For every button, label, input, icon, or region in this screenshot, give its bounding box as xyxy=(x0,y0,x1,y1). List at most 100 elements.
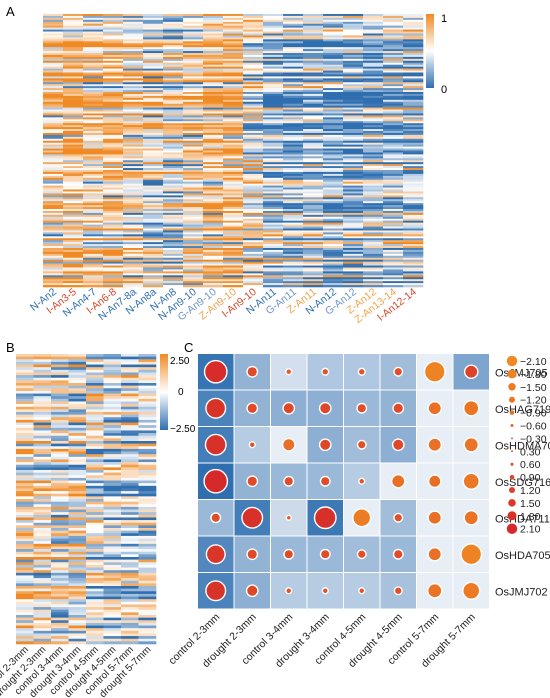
heatmap-a-cell xyxy=(83,41,104,44)
heatmap-a-cell xyxy=(283,121,304,124)
heatmap-a-cell xyxy=(363,109,384,112)
heatmap-b-cell xyxy=(33,472,52,476)
heatmap-a-cell xyxy=(403,14,424,17)
heatmap-a-cell xyxy=(123,88,144,91)
bubble-point xyxy=(427,400,443,416)
heatmap-b-cell xyxy=(16,599,34,603)
heatmap-b-cell xyxy=(51,409,69,413)
heatmap-a-cell xyxy=(243,68,264,71)
heatmap-a-cell xyxy=(103,76,124,79)
heatmap-a-cell xyxy=(343,70,364,73)
heatmap-a-cell xyxy=(183,37,204,40)
heatmap-a-cell xyxy=(143,56,164,60)
heatmap-a-cell xyxy=(303,37,324,40)
heatmap-a-cell xyxy=(243,80,264,83)
heatmap-a-cell xyxy=(203,88,224,91)
heatmap-a-cell xyxy=(283,148,304,151)
heatmap-a-cell xyxy=(243,58,264,62)
heatmap-a-cell xyxy=(163,177,184,181)
heatmap-a-cell xyxy=(383,127,404,130)
heatmap-a-cell xyxy=(103,47,124,50)
heatmap-a-cell xyxy=(303,121,324,124)
heatmap-a-cell xyxy=(363,271,384,274)
heatmap-a-cell xyxy=(183,164,204,167)
heatmap-b-cell xyxy=(51,472,69,476)
colorbar-b-mid: 0 xyxy=(178,387,184,398)
heatmap-a-cell xyxy=(63,74,84,77)
heatmap-a-cell xyxy=(103,43,124,46)
heatmap-b-cell xyxy=(86,570,104,574)
heatmap-a-cell xyxy=(303,45,324,48)
heatmap-a-cell xyxy=(43,285,64,288)
heatmap-b-cell xyxy=(51,414,69,418)
heatmap-b-cell xyxy=(138,628,157,632)
heatmap-a-cell xyxy=(323,72,344,75)
heatmap-b-cell xyxy=(138,433,157,437)
heatmap-a-cell xyxy=(223,160,244,163)
heatmap-a-cell xyxy=(363,160,384,163)
heatmap-a-cell xyxy=(303,203,324,206)
heatmap-a-cell xyxy=(283,175,304,179)
heatmap-b-cell xyxy=(86,578,104,582)
heatmap-a-cell xyxy=(83,171,104,175)
heatmap-a-cell xyxy=(163,121,184,124)
heatmap-a-cell xyxy=(283,92,304,95)
heatmap-a-cell xyxy=(183,220,204,223)
heatmap-a-cell xyxy=(203,212,224,216)
heatmap-a-cell xyxy=(383,109,404,112)
heatmap-a-cell xyxy=(223,127,244,130)
heatmap-a-cell xyxy=(343,84,364,87)
heatmap-a-cell xyxy=(243,234,264,237)
heatmap-a-cell xyxy=(343,45,364,48)
heatmap-b-cell xyxy=(86,367,104,371)
heatmap-a-cell xyxy=(83,158,104,161)
heatmap-b-cell xyxy=(33,464,52,468)
heatmap-a-cell xyxy=(283,224,304,227)
heatmap-a-cell xyxy=(83,60,104,64)
heatmap-b-cell xyxy=(33,586,52,589)
heatmap-a-cell xyxy=(63,240,84,243)
heatmap-a-cell xyxy=(303,115,324,118)
heatmap-a-cell xyxy=(283,281,304,284)
bubble-point xyxy=(321,587,329,595)
heatmap-a-cell xyxy=(103,125,124,128)
heatmap-a-cell xyxy=(83,164,104,167)
heatmap-b-cell xyxy=(138,359,157,363)
heatmap-b-cell xyxy=(138,414,157,418)
heatmap-b-cell xyxy=(16,535,34,539)
heatmap-b-cell xyxy=(121,612,139,616)
heatmap-b-cell xyxy=(16,541,34,545)
heatmap-a-cell xyxy=(203,255,224,259)
heatmap-a-cell xyxy=(343,148,364,151)
heatmap-a-cell xyxy=(143,140,164,143)
bubble-grid-row-label: OsSDG716 xyxy=(495,477,550,489)
heatmap-a-cell xyxy=(143,275,164,278)
heatmap-a-cell xyxy=(183,41,204,44)
heatmap-a-cell xyxy=(303,64,324,67)
heatmap-a-cell xyxy=(383,72,404,75)
heatmap-a-cell xyxy=(203,27,224,30)
heatmap-a-cell xyxy=(223,129,244,132)
heatmap-a-cell xyxy=(223,205,244,208)
heatmap-b-cell xyxy=(103,427,122,431)
heatmap-a-cell xyxy=(223,218,244,221)
heatmap-a-cell xyxy=(323,31,344,34)
heatmap-a-cell xyxy=(203,51,224,54)
heatmap-a-cell xyxy=(143,179,164,182)
heatmap-a-cell xyxy=(203,92,224,95)
heatmap-a-cell xyxy=(203,187,224,190)
heatmap-a-cell xyxy=(63,205,84,208)
heatmap-a-cell xyxy=(303,43,324,46)
heatmap-b-cell xyxy=(121,554,139,558)
heatmap-b-cell xyxy=(138,530,157,534)
heatmap-a-cell xyxy=(383,156,404,159)
heatmap-b-cell xyxy=(138,430,157,434)
heatmap-a-cell xyxy=(383,62,404,65)
heatmap-a-cell xyxy=(103,74,124,77)
heatmap-a-cell xyxy=(103,111,124,114)
heatmap-a-cell xyxy=(123,19,144,23)
heatmap-b-cell xyxy=(103,409,122,413)
heatmap-a-cell xyxy=(103,150,124,153)
heatmap-a-cell xyxy=(163,271,184,274)
heatmap-b-cell xyxy=(103,617,122,621)
